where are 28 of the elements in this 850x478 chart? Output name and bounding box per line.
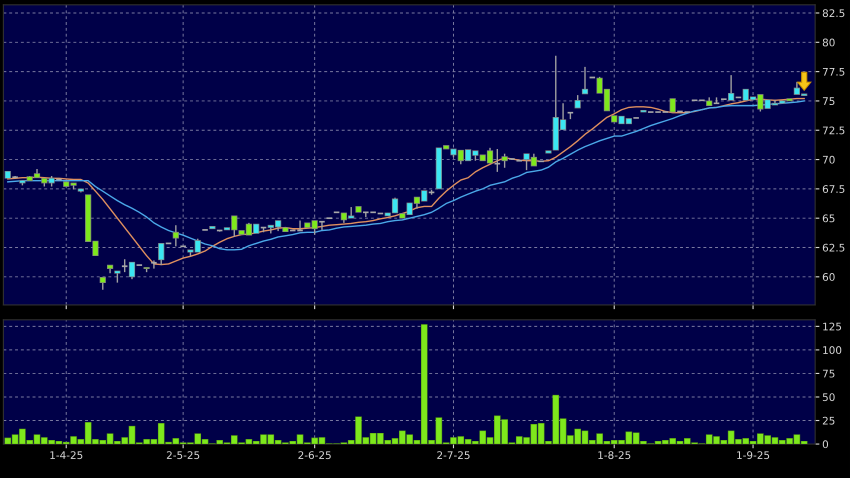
candlestick (582, 66, 588, 95)
x-tick-label: 1-8-25 (598, 451, 630, 460)
y-tick-label: 100 (823, 346, 842, 354)
candlestick (296, 220, 304, 232)
y-tick-label: 50 (822, 393, 835, 402)
y-tick-label: 0 (822, 440, 828, 448)
y-tick-label: 72.5 (822, 126, 844, 134)
x-tick-label: 1-4-25 (50, 451, 82, 460)
candlestick (100, 276, 106, 290)
y-tick-label: 67.5 (822, 185, 844, 193)
x-tick-label: 2-5-25 (166, 451, 200, 460)
y-tick-label: 25 (822, 416, 834, 425)
candlestick (114, 270, 120, 284)
y-tick-label: 62.5 (822, 244, 844, 252)
candlestick (574, 94, 581, 109)
y-tick-label: 77.5 (822, 68, 844, 76)
x-tick-label: 1-9-25 (737, 451, 770, 460)
y-tick-label: 80 (822, 38, 835, 46)
y-tick-label: 60 (822, 273, 835, 281)
y-tick-label: 75 (822, 370, 834, 378)
y-tick-label: 70 (822, 156, 835, 164)
y-tick-label: 82.5 (822, 9, 844, 18)
candlestick (172, 224, 179, 248)
x-tick-label: 2-6-25 (298, 451, 331, 460)
y-tick-label: 75 (822, 97, 834, 106)
y-tick-label: 65 (822, 214, 834, 222)
x-tick-label: 2-7-25 (437, 451, 470, 460)
y-tick-label: 125 (823, 322, 842, 330)
